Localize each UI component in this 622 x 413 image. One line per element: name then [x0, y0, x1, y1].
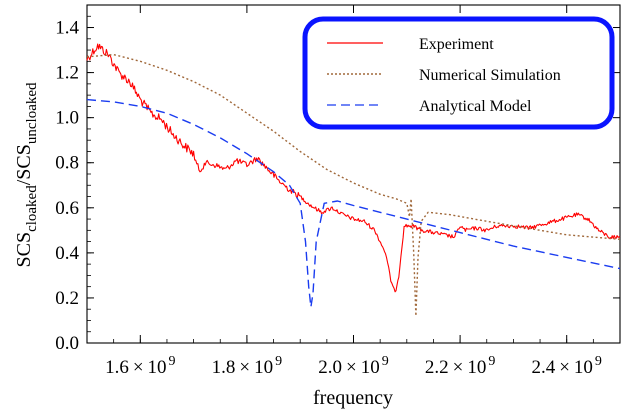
y-tick-label: 0.2 — [55, 288, 79, 309]
x-tick-label: 2.4 × 10 9 — [531, 354, 601, 378]
x-tick-mantissa: 2.0 — [318, 357, 342, 378]
x-tick-times: × — [239, 357, 250, 378]
y-tick-label: 1.2 — [55, 63, 79, 84]
x-tick-exp: 9 — [595, 354, 602, 369]
legend: Experiment Numerical Simulation Analytic… — [302, 16, 615, 130]
x-tick-mantissa: 1.8 — [212, 357, 236, 378]
y-tick-label: 0.0 — [55, 333, 79, 354]
y-tick-label: 0.8 — [55, 153, 79, 174]
x-tick-label: 2.2 × 10 9 — [425, 354, 495, 378]
x-tick-label: 2.0 × 10 9 — [318, 354, 388, 378]
x-tick-times: × — [133, 357, 144, 378]
x-tick-base: 10 — [148, 357, 167, 378]
x-tick-label: 1.8 × 10 9 — [212, 354, 282, 378]
series-layer — [86, 43, 621, 317]
x-tick-exp: 9 — [275, 354, 282, 369]
x-tick-base: 10 — [254, 357, 273, 378]
legend-box — [302, 16, 615, 130]
y-tick-label: 0.4 — [55, 243, 79, 264]
x-tick-exp: 9 — [382, 354, 389, 369]
legend-label-experiment: Experiment — [419, 36, 494, 53]
x-tick-times: × — [453, 357, 464, 378]
x-tick-times: × — [559, 357, 570, 378]
x-tick-exp: 9 — [488, 354, 495, 369]
x-tick-base: 10 — [361, 357, 380, 378]
x-axis-title: frequency — [313, 387, 393, 409]
x-tick-exp: 9 — [169, 354, 176, 369]
y-axis-title-sub-uncloaked: uncloaked — [24, 82, 40, 144]
x-tick-mantissa: 2.4 — [531, 357, 555, 378]
x-tick-mantissa: 2.2 — [425, 357, 449, 378]
x-tick-label: 1.6 × 10 9 — [105, 354, 175, 378]
series-line-analytical-model — [86, 98, 621, 308]
x-tick-mantissa: 1.6 — [105, 357, 129, 378]
y-tick-label: 1.0 — [55, 108, 79, 129]
x-tick-base: 10 — [467, 357, 486, 378]
y-tick-label: 1.4 — [55, 18, 79, 39]
y-tick-label: 0.6 — [55, 198, 79, 219]
x-tick-base: 10 — [574, 357, 593, 378]
axes: 0.00.20.40.60.81.01.21.41.6 × 10 9 1.8 × 10 9 2.… — [55, 5, 621, 378]
series-line-experiment — [86, 43, 621, 293]
y-axis-title-main: SCS — [13, 232, 35, 268]
y-axis-title-sub-cloaked: cloaked — [24, 185, 40, 232]
x-tick-times: × — [346, 357, 357, 378]
series-line-numerical-simulation — [86, 53, 621, 317]
y-axis-title: SCScloaked/SCSuncloaked — [13, 82, 40, 268]
legend-label-numerical-simulation: Numerical Simulation — [419, 67, 561, 84]
y-axis-title-mid: /SCS — [13, 144, 35, 185]
legend-label-analytical-model: Analytical Model — [419, 98, 532, 115]
